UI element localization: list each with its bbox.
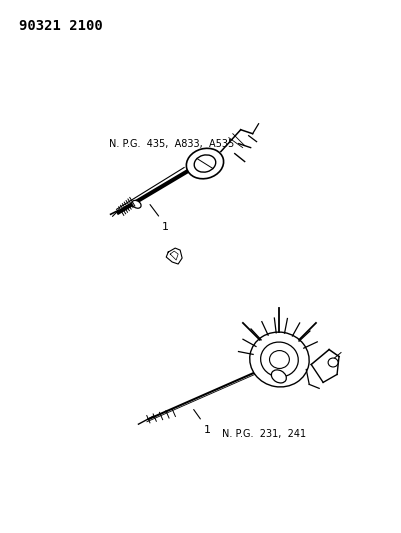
Ellipse shape — [132, 200, 141, 208]
Text: 1: 1 — [162, 222, 169, 232]
Text: 1: 1 — [204, 425, 211, 435]
Ellipse shape — [261, 342, 298, 377]
Ellipse shape — [194, 155, 216, 172]
Text: N. P.G.  435,  A833,  A535: N. P.G. 435, A833, A535 — [109, 139, 234, 149]
Text: 90321 2100: 90321 2100 — [19, 19, 103, 33]
Ellipse shape — [328, 358, 338, 367]
Ellipse shape — [186, 148, 224, 179]
Ellipse shape — [250, 332, 309, 387]
Ellipse shape — [269, 351, 290, 368]
Ellipse shape — [271, 370, 286, 383]
Text: N. P.G.  231,  241: N. P.G. 231, 241 — [222, 429, 306, 439]
